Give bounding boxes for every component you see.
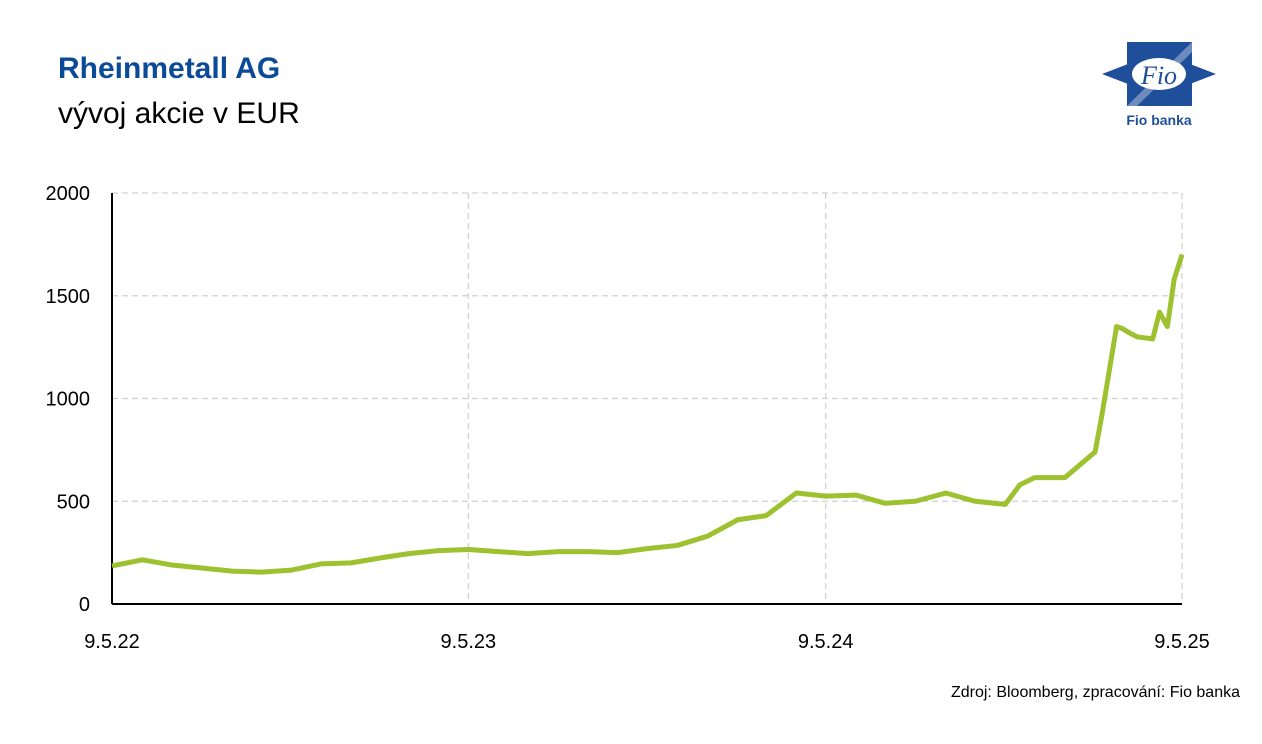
logo-text: Fio banka — [1126, 112, 1192, 128]
x-tick-label: 9.5.23 — [441, 631, 497, 653]
x-tick-label: 9.5.22 — [84, 631, 140, 653]
y-tick-label: 1000 — [46, 389, 91, 411]
y-tick-label: 2000 — [46, 183, 91, 205]
logo-mark: Fio — [1140, 61, 1177, 90]
y-tick-label: 0 — [79, 594, 90, 616]
chart-subtitle: vývoj akcie v EUR — [58, 97, 300, 130]
chart-title: Rheinmetall AG — [58, 52, 280, 85]
x-tick-label: 9.5.24 — [798, 631, 854, 653]
logo: Fio Fio banka — [1102, 42, 1216, 128]
source-note: Zdroj: Bloomberg, zpracování: Fio banka — [951, 684, 1240, 701]
y-tick-label: 500 — [57, 491, 90, 513]
price-line — [111, 253, 1185, 575]
y-tick-label: 1500 — [46, 286, 91, 308]
x-tick-label: 9.5.25 — [1154, 631, 1210, 653]
